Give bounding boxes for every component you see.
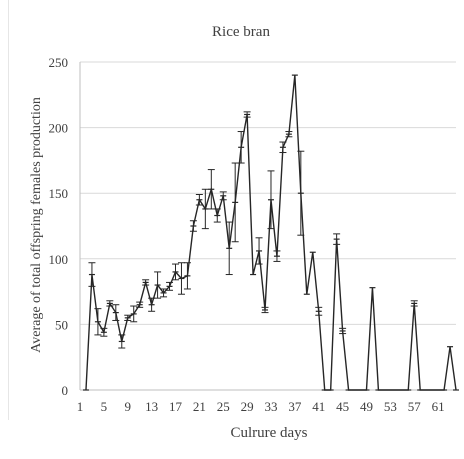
x-tick-label: 41	[312, 399, 325, 414]
x-tick-labels: 1 5 9 13 17 21 25 29 33 37 41 45 49 53 57 61	[77, 399, 445, 414]
y-tick-label: 0	[62, 383, 69, 398]
x-tick-label: 25	[217, 399, 230, 414]
page-edge-divider	[8, 0, 9, 420]
x-tick-label: 1	[77, 399, 84, 414]
x-tick-label: 29	[241, 399, 254, 414]
x-tick-label: 61	[432, 399, 445, 414]
y-tick-label: 50	[55, 317, 68, 332]
x-tick-label: 5	[101, 399, 108, 414]
x-tick-label: 53	[384, 399, 397, 414]
gridlines	[80, 62, 456, 324]
x-tick-label: 37	[288, 399, 302, 414]
x-tick-label: 57	[408, 399, 422, 414]
x-tick-label: 17	[169, 399, 183, 414]
axes	[80, 62, 456, 390]
y-tick-label: 200	[49, 121, 69, 136]
chart-title: Rice bran	[212, 24, 270, 40]
x-tick-label: 13	[145, 399, 158, 414]
x-axis-label: Culrure days	[230, 425, 307, 441]
x-tick-label: 49	[360, 399, 373, 414]
series-line	[86, 75, 456, 390]
x-tick-label: 9	[124, 399, 131, 414]
y-tick-label: 100	[49, 252, 69, 267]
x-tick-label: 21	[193, 399, 206, 414]
y-axis-label: Average of total offspring females produ…	[29, 97, 44, 353]
x-tick-label: 45	[336, 399, 349, 414]
y-tick-labels: 0 50 100 150 200 250	[49, 55, 69, 398]
y-tick-label: 250	[49, 55, 69, 70]
x-tick-label: 33	[264, 399, 277, 414]
y-tick-label: 150	[49, 186, 69, 201]
series	[83, 75, 459, 390]
